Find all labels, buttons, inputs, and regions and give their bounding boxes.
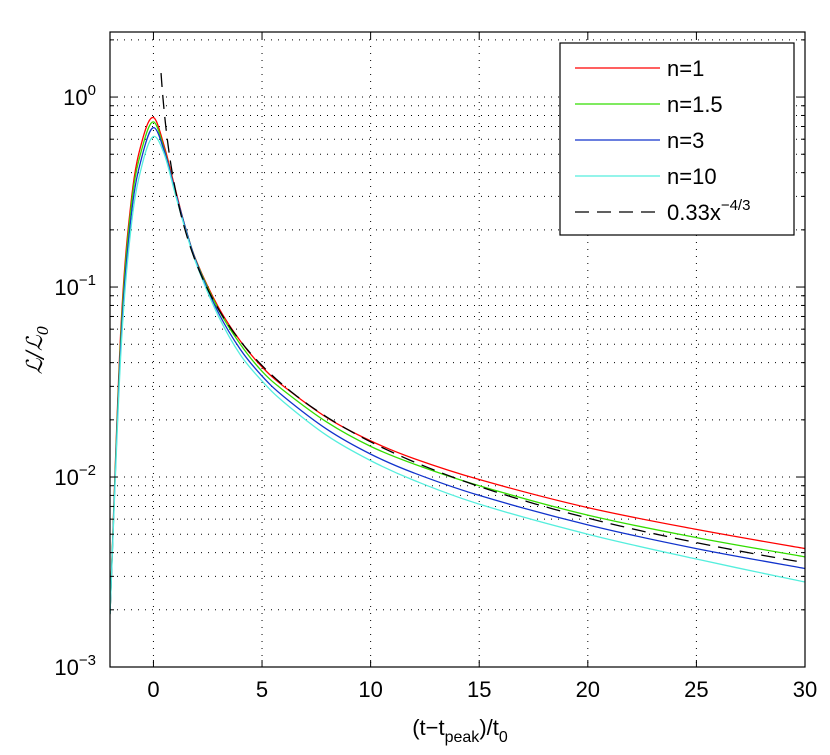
x-tick-label: 15 [467, 677, 491, 702]
x-tick-label: 30 [793, 677, 817, 702]
y-tick-label: 10−3 [54, 652, 96, 680]
legend-box [559, 42, 795, 236]
x-tick-label: 25 [684, 677, 708, 702]
series-line [110, 121, 805, 615]
legend-label: n=3 [667, 128, 704, 153]
x-tick-label: 0 [147, 677, 159, 702]
x-tick-label: 10 [358, 677, 382, 702]
x-tick-label: 5 [256, 677, 268, 702]
legend-label: n=1.5 [667, 92, 723, 117]
legend-label: 0.33x−4/3 [667, 197, 750, 225]
x-tick-label: 20 [576, 677, 600, 702]
y-tick-label: 10−2 [54, 462, 96, 490]
axes-frame [109, 31, 806, 668]
legend-label: n=10 [667, 164, 717, 189]
legend: n=1 n=1.5 n=3 n=10 0.33x−4/3 [559, 42, 795, 236]
ticks [110, 32, 806, 668]
x-axis-label: (t−tpeak)/t0 [412, 715, 508, 746]
series-line [110, 127, 805, 615]
tick-labels: 0 5 10 15 20 25 30 10−3 10−2 10−1 100 [54, 82, 817, 702]
y-axis-label: ℒ/ℒ0 [23, 325, 52, 374]
series-line [160, 72, 805, 564]
series-layer [110, 72, 805, 615]
series-line [110, 116, 805, 615]
y-tick-label: 100 [63, 82, 96, 110]
legend-label: n=1 [667, 56, 704, 81]
series-line [110, 135, 805, 615]
y-tick-label: 10−1 [54, 272, 96, 300]
